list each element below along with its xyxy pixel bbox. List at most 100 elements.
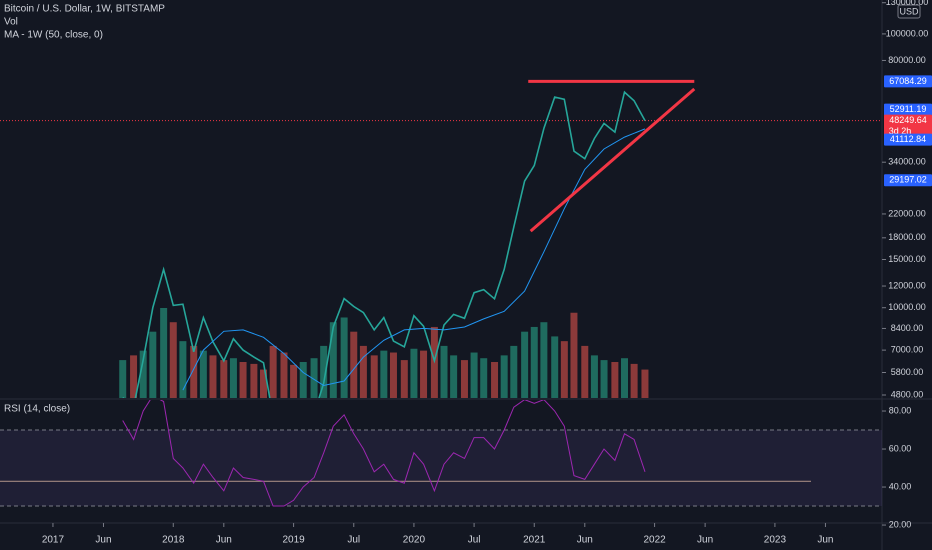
volume-bar	[530, 326, 538, 398]
currency[interactable]: USD	[899, 6, 919, 16]
countdown: 3d 2h	[889, 126, 912, 136]
volume-bar	[370, 355, 378, 398]
series-line	[122, 400, 646, 507]
volume-bar	[611, 362, 619, 398]
y-tick-label: 18000.00	[888, 232, 926, 242]
volume-bar	[299, 362, 307, 398]
y-tick-label: 80000.00	[888, 55, 926, 65]
y-tick-label: 20.00	[889, 519, 912, 529]
volume-bar	[359, 345, 367, 398]
volume-bar	[570, 312, 578, 398]
volume-bar	[350, 331, 358, 398]
y-tick-label: 15000.00	[888, 254, 926, 264]
volume-bar	[149, 331, 157, 398]
x-tick-label: Jun	[697, 535, 713, 546]
volume-bar	[340, 317, 348, 398]
price-badge-label: 41112.84	[890, 134, 926, 144]
volume-bar	[420, 350, 428, 398]
volume-legend: Vol	[4, 17, 18, 28]
volume-bar	[560, 341, 568, 398]
y-tick-label: 7000.00	[891, 345, 924, 355]
x-tick-label: Jun	[577, 535, 593, 546]
price-badge-label: 67084.29	[889, 76, 927, 86]
volume-bar	[410, 348, 418, 398]
x-tick-label: Jul	[347, 535, 360, 546]
volume-bar	[400, 360, 408, 398]
volume-bar	[250, 363, 258, 398]
rsi-title: RSI (14, close)	[4, 404, 70, 415]
y-tick-label: 80.00	[889, 405, 912, 415]
volume-bar	[310, 358, 318, 398]
volume-bar	[440, 345, 448, 398]
volume-bar	[209, 355, 217, 398]
volume-bar	[581, 345, 589, 398]
volume-bar	[329, 322, 337, 398]
volume-bar	[600, 360, 608, 398]
x-tick-label: 2023	[764, 535, 787, 546]
volume-bar	[380, 350, 388, 398]
volume-bar	[389, 352, 397, 398]
volume-bar	[510, 345, 518, 398]
volume-bar	[290, 364, 298, 398]
volume-bar	[480, 358, 488, 398]
rsi-band	[0, 430, 882, 507]
y-tick-label: 40.00	[889, 481, 912, 491]
volume-bar	[130, 355, 138, 398]
x-tick-label: Jun	[95, 535, 111, 546]
x-tick-label: 2022	[643, 535, 666, 546]
volume-bar	[460, 360, 468, 398]
volume-bar	[239, 362, 247, 398]
volume-bar	[491, 362, 499, 398]
volume-bar	[320, 345, 328, 398]
volume-bar	[269, 345, 277, 398]
price-badge	[884, 174, 932, 187]
main-pane	[0, 79, 882, 398]
series-line	[182, 128, 646, 391]
volume-bar	[119, 360, 127, 398]
volume-bar	[139, 350, 147, 398]
chart-title: Bitcoin / U.S. Dollar, 1W, BITSTAMP	[4, 4, 165, 15]
volume-bar	[229, 358, 237, 398]
y-tick-label: 130000.00	[886, 0, 929, 7]
x-tick-label: 2020	[403, 535, 426, 546]
y-tick-label: 5800.00	[891, 367, 924, 377]
x-tick-label: 2021	[523, 535, 546, 546]
price-badge-label: 48249.64	[889, 115, 927, 125]
y-tick-label: 10000.00	[888, 302, 926, 312]
y-tick-label: 60.00	[889, 443, 912, 453]
price-badge	[884, 75, 932, 88]
rsi-pane	[0, 400, 882, 507]
volume-bar	[199, 350, 207, 398]
y-tick-label: 12000.00	[888, 280, 926, 290]
volume-bar	[641, 369, 649, 398]
price-badge	[884, 103, 932, 116]
x-tick-label: 2019	[282, 535, 305, 546]
price-badge	[884, 133, 932, 146]
x-tick-label: 2018	[162, 535, 185, 546]
volume-bar	[620, 358, 628, 398]
volume-bar	[500, 355, 508, 398]
volume-bar	[169, 322, 177, 398]
volume-bar	[470, 352, 478, 398]
volume-bar	[220, 360, 228, 398]
volume-bar	[179, 341, 187, 398]
y-tick-label: 22000.00	[888, 208, 926, 218]
y-tick-label: 34000.00	[888, 157, 926, 167]
volume-bar	[551, 336, 559, 398]
price-badge-label: 29197.02	[889, 175, 927, 185]
volume-bar	[190, 345, 198, 398]
volume-bar	[450, 355, 458, 398]
volume-bar	[160, 308, 168, 398]
ma-legend: MA - 1W (50, close, 0)	[4, 30, 103, 41]
price-badge	[884, 114, 932, 139]
price-badge-label: 52911.19	[890, 104, 927, 114]
volume-bar	[630, 363, 638, 398]
volume-bar	[280, 352, 288, 398]
volume-bar	[590, 355, 598, 398]
volume-bar	[260, 369, 268, 398]
currency-box[interactable]	[897, 4, 921, 19]
x-tick-label: 2017	[42, 535, 65, 546]
